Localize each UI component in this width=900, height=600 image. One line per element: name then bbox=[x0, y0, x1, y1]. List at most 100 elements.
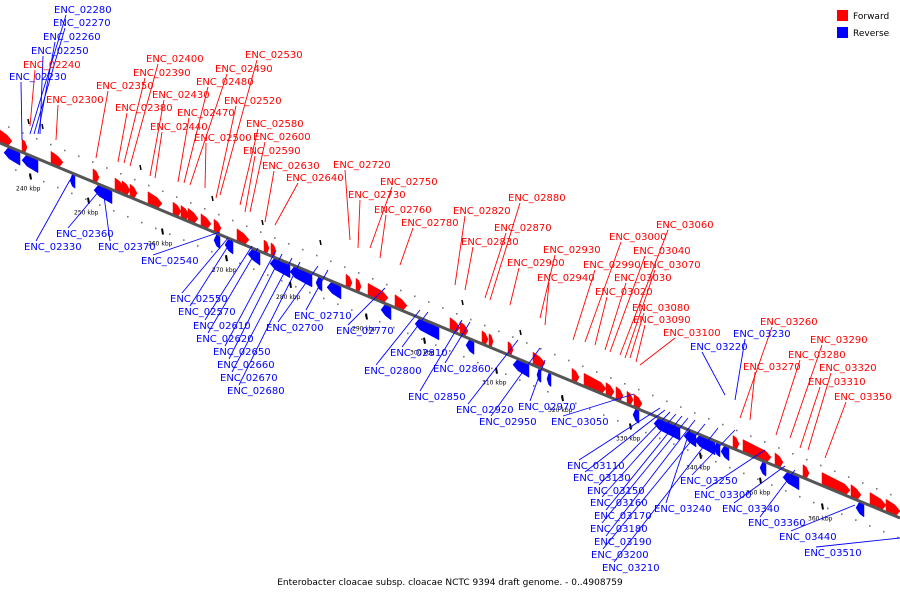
reverse-gene-label: ENC_03150 bbox=[587, 486, 645, 497]
minor-dot bbox=[71, 192, 73, 195]
reverse-gene-label: ENC_02860 bbox=[433, 364, 491, 375]
scale-tick bbox=[423, 337, 426, 344]
forward-gene-label: ENC_02590 bbox=[243, 146, 301, 157]
minor-dot bbox=[295, 285, 297, 288]
reverse-gene-label: ENC_03240 bbox=[654, 504, 712, 515]
minor-dot bbox=[568, 359, 570, 362]
reverse-leader-line bbox=[598, 411, 671, 486]
reverse-gene-label: ENC_03230 bbox=[733, 329, 791, 340]
reverse-leader-line bbox=[578, 407, 661, 461]
forward-gene-label: ENC_02870 bbox=[494, 223, 552, 234]
forward-gene-arrow bbox=[355, 277, 362, 293]
forward-gene-label: ENC_02990 bbox=[583, 260, 641, 271]
minor-dot bbox=[302, 248, 304, 251]
minor-dot bbox=[722, 423, 724, 426]
forward-gene-label: ENC_03350 bbox=[834, 392, 892, 403]
forward-leader-line bbox=[572, 269, 596, 341]
minor-dot bbox=[533, 385, 535, 387]
minor-dot bbox=[624, 383, 626, 385]
minor-dot bbox=[554, 353, 556, 356]
reverse-leader-line bbox=[33, 27, 66, 135]
scale-tick-label: 310 kbp bbox=[482, 380, 507, 387]
minor-dot bbox=[771, 484, 773, 486]
minor-dot bbox=[274, 237, 276, 239]
scale-tick-label: 280 kbp bbox=[276, 294, 301, 301]
minor-dot bbox=[148, 184, 150, 187]
reverse-gene-label: ENC_02920 bbox=[456, 405, 514, 416]
minor-dot bbox=[855, 519, 857, 521]
minor-dot bbox=[211, 250, 213, 253]
reverse-gene-label: ENC_02660 bbox=[217, 360, 275, 371]
reverse-leader-line bbox=[734, 338, 746, 401]
forward-gene-arrow bbox=[633, 393, 643, 410]
forward-gene-arrow bbox=[802, 464, 810, 480]
minor-dot bbox=[820, 464, 822, 467]
minor-dot bbox=[169, 233, 171, 235]
reverse-leader-line bbox=[207, 247, 259, 334]
minor-dot bbox=[330, 260, 332, 263]
minor-dot bbox=[155, 227, 157, 230]
minor-dot bbox=[897, 536, 899, 539]
minor-dot bbox=[393, 326, 395, 329]
reverse-leader-line bbox=[224, 251, 276, 347]
reverse-gene-label: ENC_02680 bbox=[227, 386, 285, 397]
minor-dot bbox=[449, 350, 451, 352]
forward-gene-label: ENC_02440 bbox=[150, 122, 208, 133]
forward-gene-arrow bbox=[121, 180, 131, 197]
minor-dot bbox=[386, 283, 388, 286]
forward-gene-arrow bbox=[92, 168, 100, 184]
forward-leader-line bbox=[489, 202, 521, 301]
minor-dot bbox=[638, 388, 640, 391]
forward-gene-arrow bbox=[583, 372, 607, 395]
reverse-gene-label: ENC_02700 bbox=[266, 323, 324, 334]
minor-dot bbox=[659, 437, 661, 440]
minor-dot bbox=[197, 245, 199, 247]
minor-dot bbox=[162, 190, 164, 193]
forward-gene-arrow bbox=[449, 316, 461, 335]
scale-tick-label: 350 kbp bbox=[746, 490, 771, 497]
forward-gene-label: ENC_02600 bbox=[253, 132, 311, 143]
forward-gene-label: ENC_02730 bbox=[348, 190, 406, 201]
forward-gene-label: ENC_02400 bbox=[146, 54, 204, 65]
reverse-leader-line bbox=[181, 237, 229, 294]
minor-dot bbox=[750, 435, 752, 438]
scale-tick-label: 250 kbp bbox=[74, 210, 99, 217]
minor-dot bbox=[120, 173, 122, 175]
minor-dot bbox=[589, 408, 591, 410]
reverse-gene-label: ENC_03440 bbox=[779, 532, 837, 543]
reverse-gene-label: ENC_02260 bbox=[43, 32, 101, 43]
minor-dot bbox=[323, 297, 325, 300]
minor-dot bbox=[869, 525, 871, 527]
reverse-leader-line bbox=[605, 415, 683, 511]
forward-gene-arrow bbox=[367, 282, 389, 305]
minor-dot bbox=[491, 367, 493, 370]
reverse-gene-label: ENC_02800 bbox=[364, 366, 422, 377]
forward-gene-arrow bbox=[850, 484, 862, 502]
reverse-leader-line bbox=[29, 14, 67, 135]
forward-leader-line bbox=[123, 77, 146, 164]
minor-dot bbox=[540, 348, 542, 350]
reverse-leader-line bbox=[759, 469, 796, 518]
minor-dot bbox=[190, 202, 192, 204]
minor-dot bbox=[442, 307, 444, 309]
reverse-gene-label: ENC_02620 bbox=[196, 334, 254, 345]
forward-gene-arrow bbox=[507, 341, 514, 357]
reverse-gene-arrow bbox=[224, 238, 234, 255]
minor-dot bbox=[463, 355, 465, 358]
reverse-gene-label: ENC_02570 bbox=[178, 307, 236, 318]
forward-leader-line bbox=[149, 99, 165, 177]
forward-gene-label: ENC_02640 bbox=[286, 173, 344, 184]
reverse-gene-label: ENC_02280 bbox=[54, 5, 112, 16]
reverse-gene-label: ENC_02540 bbox=[141, 256, 199, 267]
minor-dot bbox=[694, 412, 696, 414]
minor-dot bbox=[519, 379, 521, 381]
minor-dot bbox=[743, 472, 745, 475]
minor-dot bbox=[575, 402, 577, 405]
minor-dot bbox=[414, 295, 416, 298]
minor-dot bbox=[729, 466, 731, 469]
minor-dot bbox=[50, 143, 52, 146]
minor-dot bbox=[687, 449, 689, 451]
forward-gene-label: ENC_03100 bbox=[663, 328, 721, 339]
forward-gene-arrow bbox=[129, 183, 138, 200]
reverse-leader-line bbox=[691, 429, 736, 476]
